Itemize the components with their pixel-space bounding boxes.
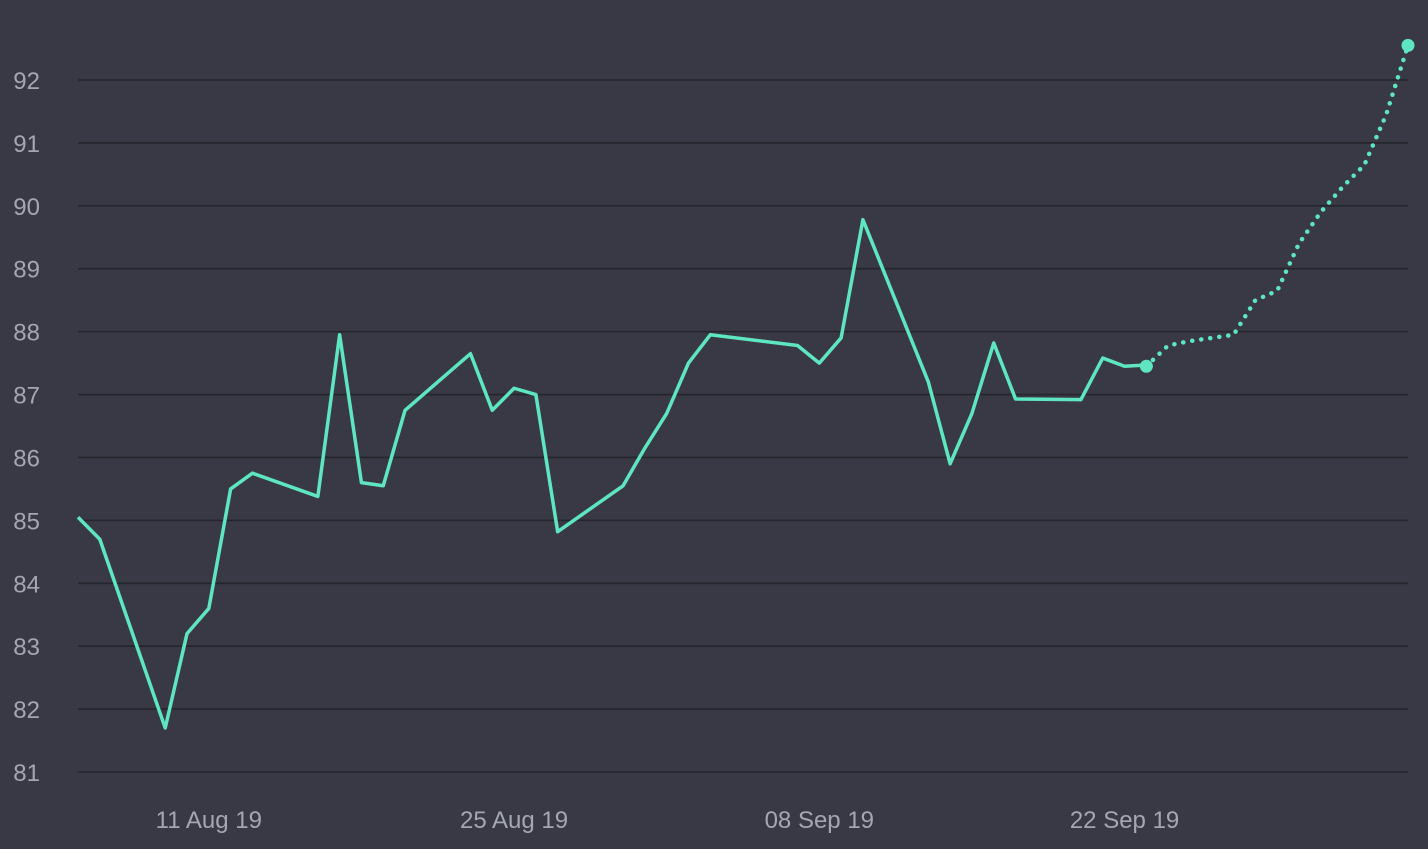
y-axis: 81 82 83 84 85 86 87 88 89 90 91 92 <box>13 68 40 787</box>
y-tick-label: 84 <box>13 571 40 598</box>
series-line-actual <box>76 217 1147 730</box>
y-tick-label: 90 <box>13 194 40 221</box>
y-tick-label: 82 <box>13 697 40 724</box>
series-line-forecast <box>1144 43 1411 369</box>
x-axis: 11 Aug 19 25 Aug 19 08 Sep 19 22 Sep 19 <box>156 807 1180 834</box>
y-tick-label: 81 <box>13 760 40 787</box>
y-tick-label: 92 <box>13 68 40 95</box>
x-tick-label: 25 Aug 19 <box>460 807 568 834</box>
series-layer <box>76 43 1411 730</box>
y-tick-label: 89 <box>13 257 40 284</box>
marker-layer <box>1139 38 1415 373</box>
x-tick-label: 08 Sep 19 <box>765 807 874 834</box>
y-tick-label: 85 <box>13 508 40 535</box>
x-tick-label: 11 Aug 19 <box>156 807 262 834</box>
x-tick-label: 22 Sep 19 <box>1070 807 1179 834</box>
data-point-marker <box>1401 38 1415 52</box>
y-tick-label: 91 <box>13 131 40 158</box>
y-tick-label: 86 <box>13 445 40 472</box>
data-point-marker <box>1139 359 1153 373</box>
gridlines <box>78 79 1408 773</box>
y-tick-label: 83 <box>13 634 40 661</box>
y-tick-label: 87 <box>13 383 40 410</box>
y-tick-label: 88 <box>13 320 40 347</box>
